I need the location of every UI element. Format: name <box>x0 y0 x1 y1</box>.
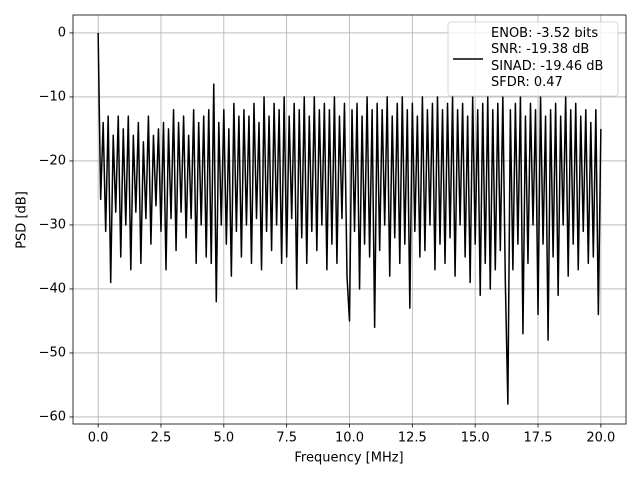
legend-box <box>447 21 619 97</box>
x-tick-label: 7.5 <box>276 431 297 446</box>
y-tick-label: −30 <box>39 217 66 232</box>
y-axis-label: PSD [dB] <box>15 191 30 249</box>
x-tick-label: 2.5 <box>151 431 172 446</box>
legend-label: ENOB: -3.52 bits SNR: -19.38 dB SINAD: -… <box>491 26 604 90</box>
y-tick-label: 0 <box>58 25 66 40</box>
y-tick-label: −40 <box>39 281 66 296</box>
y-tick-label: −60 <box>39 409 66 424</box>
data-line <box>97 32 602 405</box>
x-tick-label: 20.0 <box>586 431 615 446</box>
plot-frame <box>72 14 627 425</box>
x-tick-label: 17.5 <box>524 431 553 446</box>
y-tick-label: −50 <box>39 345 66 360</box>
y-tick-label: −10 <box>39 89 66 104</box>
y-tick-label: −20 <box>39 153 66 168</box>
x-axis-label: Frequency [MHz] <box>294 451 403 466</box>
x-tick-label: 12.5 <box>398 431 427 446</box>
x-tick-label: 10.0 <box>335 431 364 446</box>
x-tick-label: 15.0 <box>461 431 490 446</box>
x-tick-label: 5.0 <box>213 431 234 446</box>
x-tick-label: 0.0 <box>88 431 109 446</box>
